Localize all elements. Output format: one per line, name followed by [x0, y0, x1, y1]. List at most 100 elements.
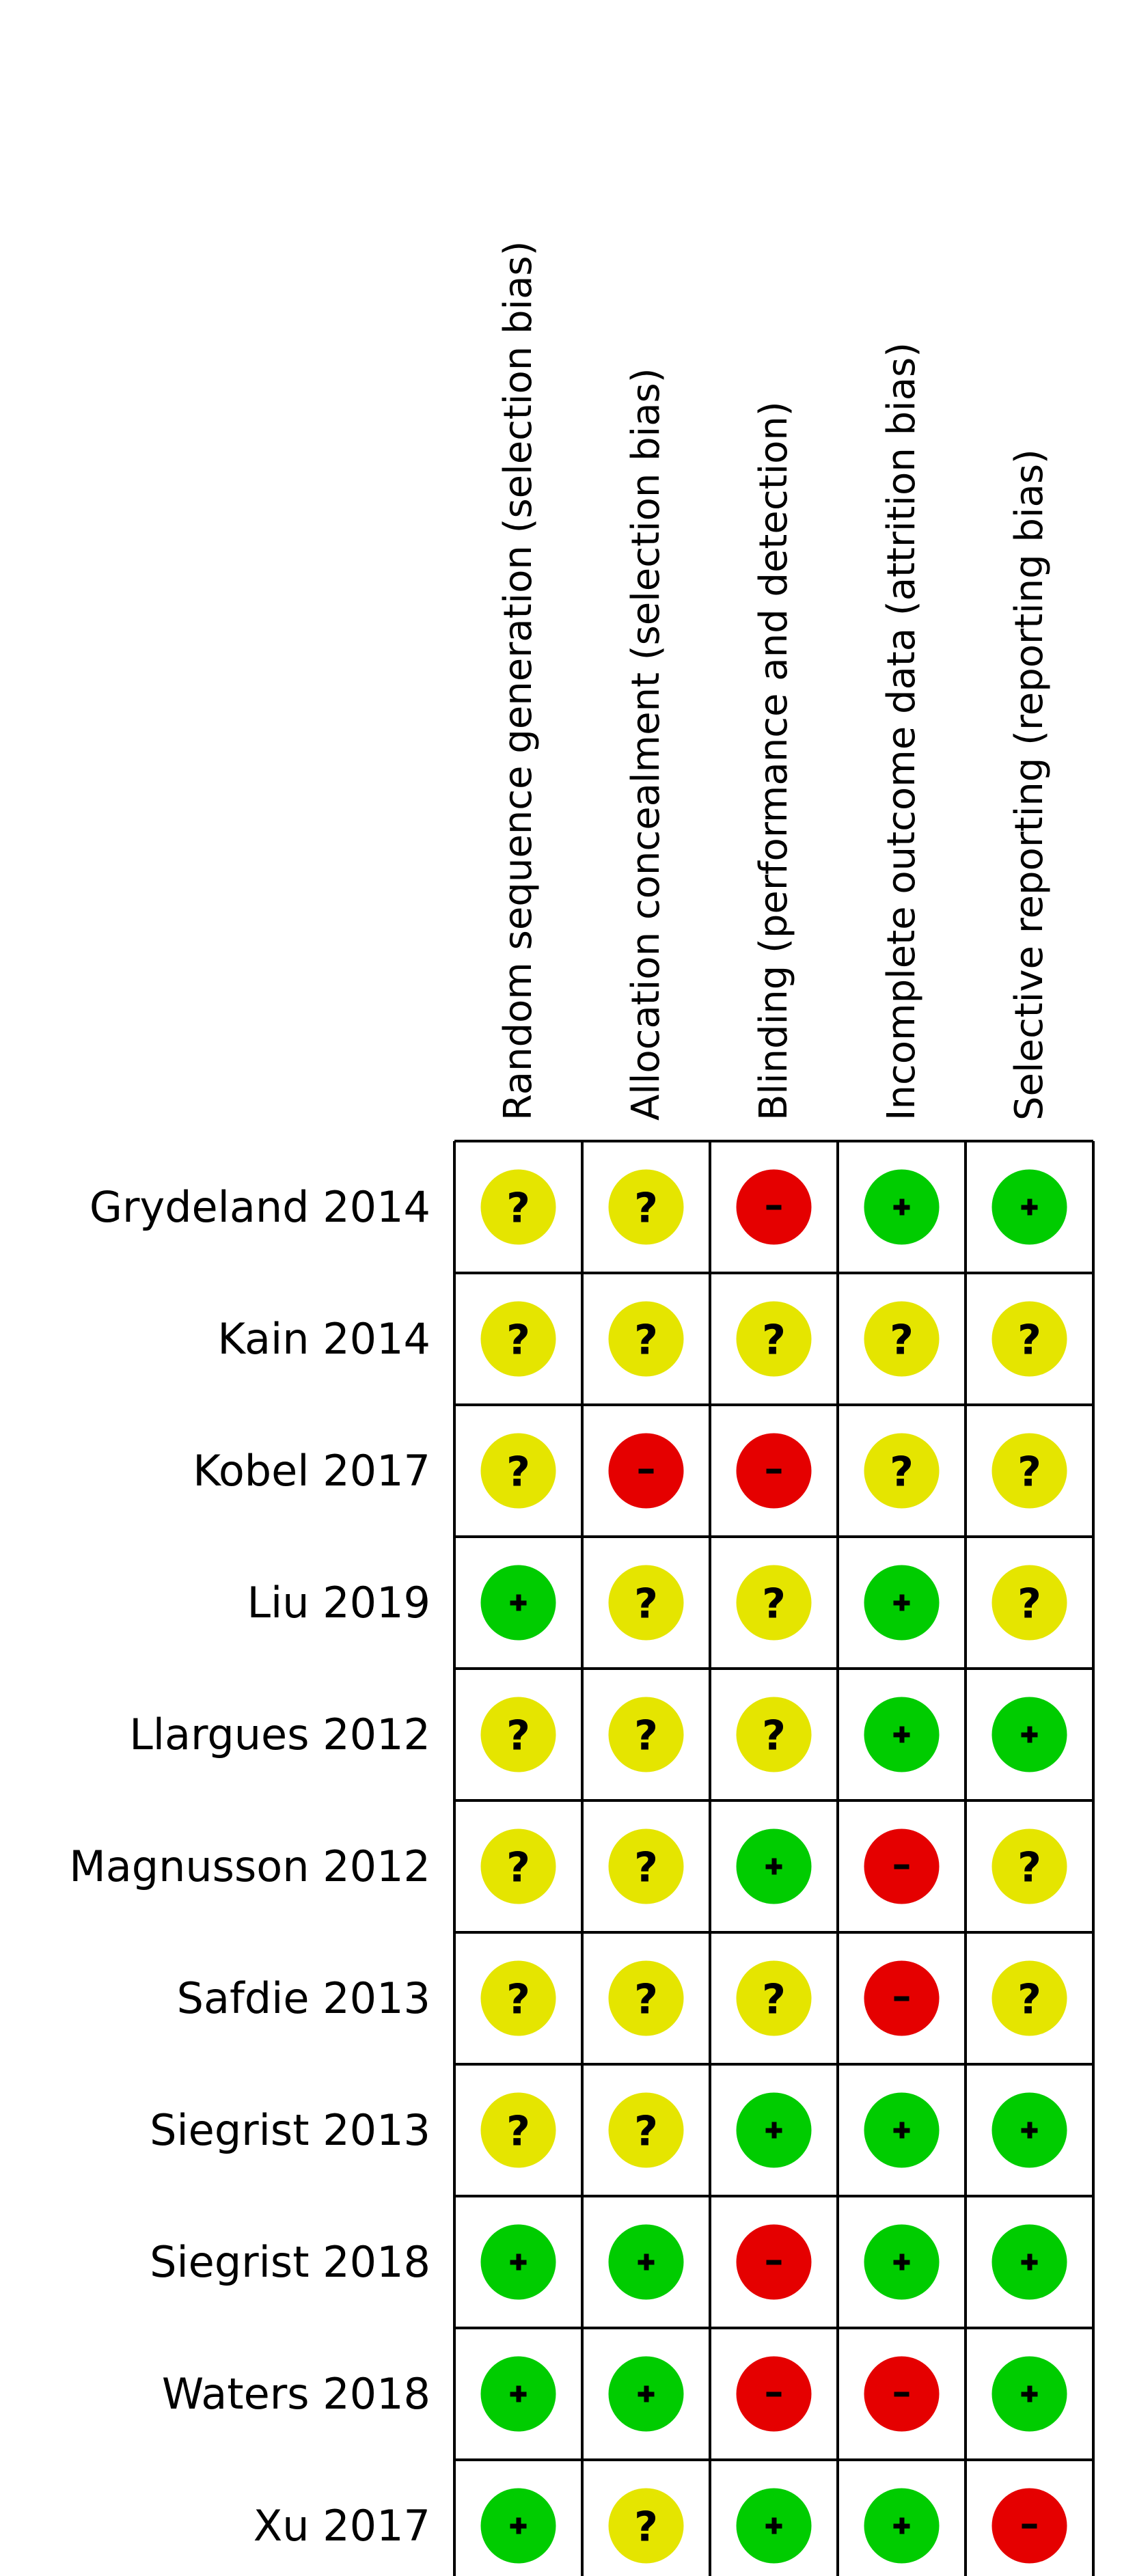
marker-label-kain-2014-col3: ?: [762, 1317, 786, 1365]
marker-label-safdie-2013-col5: ?: [1017, 1976, 1041, 2024]
study-label-safdie-2013: Safdie 2013: [177, 1973, 430, 2023]
marker-label-llargues-2012-col2: ?: [634, 1712, 658, 1760]
plus-symbol-v-siegrist-2018-col2: [644, 2253, 649, 2271]
plus-symbol-v-xu-2017-col3: [771, 2517, 777, 2534]
marker-label-llargues-2012-col3: ?: [762, 1712, 786, 1760]
study-label-kain-2014: Kain 2014: [217, 1314, 430, 1364]
marker-label-liu-2019-col3: ?: [762, 1580, 786, 1628]
marker-unclear-risk-kobel-2017-col1: [480, 1433, 556, 1509]
study-label-kobel-2017: Kobel 2017: [193, 1446, 430, 1496]
marker-unclear-risk-liu-2019-col2: [608, 1565, 684, 1641]
study-label-llargues-2012: Llargues 2012: [129, 1710, 430, 1759]
marker-label-safdie-2013-col1: ?: [506, 1976, 530, 2024]
minus-symbol-safdie-2013-col4: [894, 1996, 909, 2001]
column-header-3: Blinding (performance and detection): [752, 401, 796, 1121]
study-label-xu-2017: Xu 2017: [254, 2501, 430, 2551]
marker-label-siegrist-2013-col2: ?: [634, 2108, 658, 2156]
plus-symbol-v-siegrist-2013-col4: [899, 2122, 905, 2139]
marker-label-kain-2014-col1: ?: [506, 1317, 530, 1365]
marker-unclear-risk-llargues-2012-col3: [736, 1697, 812, 1772]
study-label-grydeland-2014: Grydeland 2014: [90, 1182, 430, 1232]
marker-unclear-risk-xu-2017-col2: [608, 2488, 684, 2564]
marker-label-siegrist-2013-col1: ?: [506, 2108, 530, 2156]
study-label-liu-2019: Liu 2019: [247, 1578, 430, 1628]
marker-unclear-risk-kobel-2017-col5: [991, 1433, 1067, 1509]
marker-unclear-risk-siegrist-2013-col2: [608, 2092, 684, 2168]
marker-unclear-risk-kain-2014-col1: [480, 1301, 556, 1377]
marker-unclear-risk-safdie-2013-col1: [480, 1960, 556, 2036]
marker-unclear-risk-magnusson-2012-col5: [991, 1828, 1067, 1904]
plus-symbol-v-siegrist-2018-col4: [899, 2253, 905, 2271]
marker-unclear-risk-llargues-2012-col1: [480, 1697, 556, 1772]
marker-label-magnusson-2012-col1: ?: [506, 1844, 530, 1892]
study-label-siegrist-2013: Siegrist 2013: [150, 2105, 430, 2155]
marker-label-safdie-2013-col3: ?: [762, 1976, 786, 2024]
minus-symbol-waters-2018-col4: [894, 2392, 909, 2397]
marker-unclear-risk-safdie-2013-col2: [608, 1960, 684, 2036]
column-headers: Random sequence generation (selection bi…: [496, 241, 1052, 1121]
minus-symbol-kobel-2017-col2: [638, 1468, 654, 1474]
plus-symbol-v-liu-2019-col1: [516, 1594, 521, 1611]
marker-label-safdie-2013-col2: ?: [634, 1976, 658, 2024]
study-label-waters-2018: Waters 2018: [162, 2369, 430, 2419]
plus-symbol-v-waters-2018-col5: [1027, 2385, 1032, 2402]
minus-symbol-siegrist-2018-col3: [766, 2260, 782, 2265]
study-label-siegrist-2018: Siegrist 2018: [150, 2237, 430, 2287]
plus-symbol-v-siegrist-2018-col5: [1027, 2253, 1032, 2271]
marker-label-liu-2019-col2: ?: [634, 1580, 658, 1628]
study-label-magnusson-2012: Magnusson 2012: [69, 1841, 430, 1891]
column-header-5: Selective reporting (reporting bias): [1007, 449, 1052, 1121]
marker-unclear-risk-grydeland-2014-col2: [608, 1169, 684, 1245]
marker-unclear-risk-kain-2014-col2: [608, 1301, 684, 1377]
judgement-grid: ??????????????????????????: [453, 1140, 1095, 2576]
marker-label-magnusson-2012-col2: ?: [634, 1844, 658, 1892]
minus-symbol-kobel-2017-col3: [766, 1468, 782, 1474]
plus-symbol-v-xu-2017-col1: [516, 2517, 521, 2534]
marker-label-kain-2014-col4: ?: [890, 1317, 914, 1365]
marker-label-kobel-2017-col1: ?: [506, 1449, 530, 1496]
marker-label-liu-2019-col5: ?: [1017, 1580, 1041, 1628]
column-header-2: Allocation concealment (selection bias): [624, 368, 668, 1121]
plus-symbol-v-xu-2017-col4: [899, 2517, 905, 2534]
marker-unclear-risk-liu-2019-col3: [736, 1565, 812, 1641]
marker-unclear-risk-magnusson-2012-col2: [608, 1828, 684, 1904]
marker-label-grydeland-2014-col2: ?: [634, 1185, 658, 1233]
marker-unclear-risk-kain-2014-col4: [864, 1301, 940, 1377]
marker-unclear-risk-kain-2014-col3: [736, 1301, 812, 1377]
plus-symbol-v-waters-2018-col1: [516, 2385, 521, 2402]
marker-label-kobel-2017-col5: ?: [1017, 1449, 1041, 1496]
plus-symbol-v-grydeland-2014-col4: [899, 1198, 905, 1216]
marker-unclear-risk-siegrist-2013-col1: [480, 2092, 556, 2168]
plus-symbol-v-waters-2018-col2: [644, 2385, 649, 2402]
plus-symbol-v-grydeland-2014-col5: [1027, 1198, 1032, 1216]
marker-unclear-risk-safdie-2013-col3: [736, 1960, 812, 2036]
plus-symbol-v-llargues-2012-col5: [1027, 1726, 1032, 1743]
marker-label-kain-2014-col2: ?: [634, 1317, 658, 1365]
minus-symbol-magnusson-2012-col4: [894, 1864, 909, 1869]
marker-unclear-risk-llargues-2012-col2: [608, 1697, 684, 1772]
marker-label-grydeland-2014-col1: ?: [506, 1185, 530, 1233]
plus-symbol-v-llargues-2012-col4: [899, 1726, 905, 1743]
minus-symbol-grydeland-2014-col3: [766, 1205, 782, 1210]
marker-unclear-risk-magnusson-2012-col1: [480, 1828, 556, 1904]
marker-unclear-risk-kobel-2017-col4: [864, 1433, 940, 1509]
minus-symbol-xu-2017-col5: [1022, 2523, 1037, 2529]
marker-unclear-risk-safdie-2013-col5: [991, 1960, 1067, 2036]
minus-symbol-waters-2018-col3: [766, 2392, 782, 2397]
marker-unclear-risk-kain-2014-col5: [991, 1301, 1067, 1377]
plus-symbol-v-magnusson-2012-col3: [771, 1858, 777, 1875]
column-header-4: Incomplete outcome data (attrition bias): [879, 342, 924, 1121]
plus-symbol-v-siegrist-2013-col3: [771, 2122, 777, 2139]
column-header-1: Random sequence generation (selection bi…: [496, 241, 541, 1121]
study-labels: Grydeland 2014 Kain 2014 Kobel 2017 Liu 201…: [69, 1182, 430, 2551]
plus-symbol-v-siegrist-2018-col1: [516, 2253, 521, 2271]
plus-symbol-v-liu-2019-col4: [899, 1594, 905, 1611]
marker-label-kobel-2017-col4: ?: [890, 1449, 914, 1496]
marker-label-llargues-2012-col1: ?: [506, 1712, 530, 1760]
marker-label-xu-2017-col2: ?: [634, 2504, 658, 2551]
marker-unclear-risk-liu-2019-col5: [991, 1565, 1067, 1641]
plus-symbol-v-siegrist-2013-col5: [1027, 2122, 1032, 2139]
marker-label-kain-2014-col5: ?: [1017, 1317, 1041, 1365]
marker-label-magnusson-2012-col5: ?: [1017, 1844, 1041, 1892]
